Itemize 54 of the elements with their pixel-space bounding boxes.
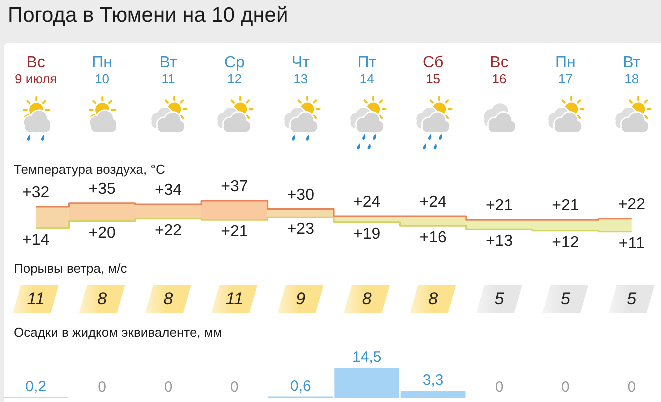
data-label: +20	[88, 224, 116, 242]
data-label: +22	[154, 222, 182, 240]
data-label: +30	[287, 186, 315, 204]
data-label: +21	[221, 224, 248, 241]
data-label: 8	[362, 290, 372, 308]
x-tick-label: Пн 17	[556, 54, 576, 86]
data-label: +19	[354, 226, 381, 243]
x-tick-label: Вс 9 июля	[15, 54, 58, 86]
data-label: 0	[98, 379, 106, 396]
data-label: 5	[560, 290, 571, 308]
x-tick-label: Вт 18	[623, 54, 642, 86]
x-tick-label: Сб 15	[422, 54, 444, 86]
data-label: 14,5	[352, 349, 382, 366]
data-label: +12	[552, 234, 580, 252]
data-label: 0	[495, 379, 504, 396]
data-label: +14	[22, 232, 50, 249]
data-label: 0,6	[290, 378, 312, 395]
data-label: 9	[296, 290, 306, 308]
data-label: +23	[287, 221, 315, 238]
data-label: 8	[98, 290, 108, 308]
chart-subtitle: Температура воздуха, °C	[14, 162, 166, 177]
data-label: 0,2	[26, 378, 47, 396]
data-label: 11	[27, 290, 45, 308]
data-label: +34	[154, 182, 182, 200]
data-label: 8	[164, 290, 174, 308]
data-label: +22	[618, 196, 646, 214]
data-label: 0	[562, 379, 570, 396]
data-label: 3,3	[422, 372, 444, 390]
data-label: +16	[420, 230, 447, 247]
data-label: 0	[628, 379, 636, 396]
x-tick-label: Чт 13	[292, 54, 311, 86]
data-label: 5	[494, 290, 505, 308]
x-tick-label: Вс 16	[490, 54, 509, 86]
data-label: +35	[88, 180, 116, 198]
data-label: +24	[420, 194, 447, 211]
data-label: 5	[627, 290, 638, 308]
data-label: +11	[618, 236, 645, 252]
x-tick-label: Ср 12	[224, 54, 246, 86]
data-label: 0	[230, 379, 239, 396]
chart-title: Осадки в жидком эквиваленте, мм	[14, 325, 222, 340]
data-label: +13	[486, 233, 514, 250]
data-label: +24	[354, 194, 381, 211]
data-label: 11	[226, 290, 244, 308]
data-label: +21	[486, 198, 514, 215]
data-label: +32	[22, 184, 50, 202]
x-tick-label: Вт 11	[160, 54, 178, 86]
x-tick-label: Пт 14	[358, 54, 378, 86]
data-label: +37	[221, 178, 248, 196]
text: Порывы ветра, м/с	[14, 261, 128, 276]
chart-title: Погода в Тюмени на 10 дней	[8, 4, 288, 27]
data-label: +21	[552, 198, 580, 215]
data-label: 0	[164, 379, 173, 396]
data-label: 8	[428, 290, 439, 308]
x-tick-label: Пн 10	[92, 54, 112, 86]
